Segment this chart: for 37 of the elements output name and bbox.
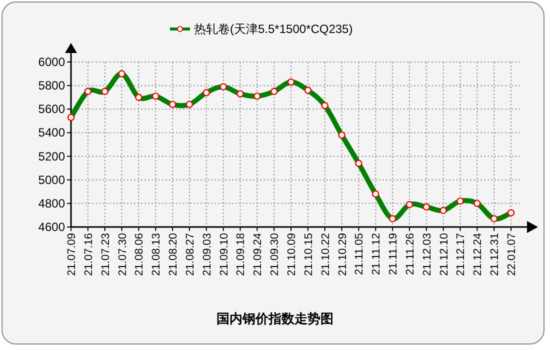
y-tick-label: 5200 bbox=[38, 149, 66, 164]
x-tick-label: 21.07.23 bbox=[100, 233, 112, 276]
x-tick-label: 21.09.03 bbox=[201, 233, 214, 276]
y-tick-label: 5400 bbox=[38, 126, 66, 140]
y-tick-label: 6000 bbox=[38, 55, 66, 69]
x-tick-label: 21.10.09 bbox=[286, 233, 298, 276]
y-tick-label: 5600 bbox=[38, 102, 66, 116]
x-tick-label: 21.12.24 bbox=[472, 233, 484, 276]
y-tick-label: 4800 bbox=[38, 196, 66, 210]
x-tick-label: 21.11.19 bbox=[388, 233, 400, 276]
x-tick-label: 21.07.09 bbox=[66, 233, 78, 276]
x-tick-label: 21.11.05 bbox=[354, 233, 366, 276]
x-tick-label: 22.01.07 bbox=[506, 233, 518, 276]
x-tick-label: 21.09.24 bbox=[252, 233, 264, 276]
x-tick-label: 21.09.10 bbox=[218, 233, 230, 276]
x-tick-label: 21.12.10 bbox=[438, 233, 450, 276]
x-tick-label: 21.12.03 bbox=[421, 233, 434, 276]
x-tick-label: 21.10.29 bbox=[336, 233, 349, 276]
legend-label: 热轧卷(天津5.5*1500*CQ235) bbox=[194, 22, 353, 36]
x-tick-label: 21.10.22 bbox=[320, 233, 332, 276]
y-tick-label: 4600 bbox=[38, 220, 66, 234]
x-tick-label: 21.09.30 bbox=[269, 233, 282, 276]
x-tick-label: 21.11.26 bbox=[404, 233, 416, 276]
x-tick-label: 21.12.17 bbox=[455, 233, 468, 276]
x-tick-label: 21.08.13 bbox=[150, 233, 163, 276]
x-tick-label: 21.08.06 bbox=[134, 233, 146, 276]
x-tick-label: 21.08.20 bbox=[168, 233, 180, 276]
x-tick-label: 21.07.30 bbox=[116, 233, 129, 276]
y-tick-label: 5800 bbox=[38, 78, 66, 93]
x-tick-label: 21.08.27 bbox=[184, 233, 196, 276]
x-tick-label: 21.11.12 bbox=[370, 233, 383, 276]
x-tick-label: 21.10.15 bbox=[302, 233, 315, 276]
x-tick-label: 21.12.31 bbox=[489, 233, 502, 276]
text: 国内钢价指数走势图 bbox=[216, 311, 334, 326]
x-tick-label: 21.09.18 bbox=[235, 233, 248, 276]
y-tick-label: 5000 bbox=[38, 172, 66, 187]
x-tick-label: 21.07.16 bbox=[82, 233, 95, 276]
